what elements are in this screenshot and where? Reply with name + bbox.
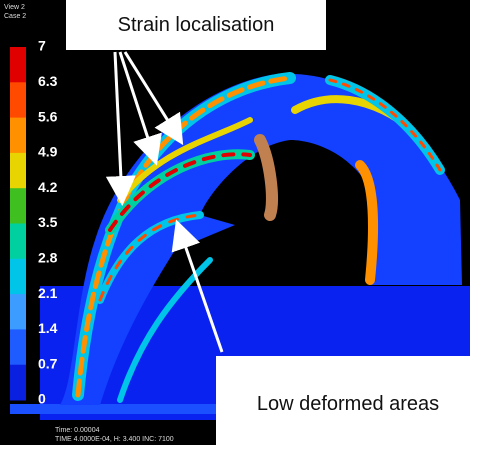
legend-label: 2.1 bbox=[38, 285, 58, 301]
legend-label: 0.7 bbox=[38, 355, 58, 371]
legend-label: 4.9 bbox=[38, 144, 58, 160]
legend-swatch bbox=[10, 258, 26, 295]
legend-swatch bbox=[10, 152, 26, 189]
legend-swatch bbox=[10, 47, 26, 83]
arrows bbox=[105, 51, 224, 353]
annotation-bottom: Low deformed areas bbox=[257, 393, 439, 415]
annotation-top: Strain localisation bbox=[118, 14, 275, 36]
legend-swatch bbox=[10, 117, 26, 154]
legend-label: 7 bbox=[38, 38, 46, 54]
legend-swatch bbox=[10, 364, 26, 401]
legend-swatch bbox=[10, 82, 26, 119]
annotation-box bbox=[216, 356, 480, 446]
legend-swatch bbox=[10, 294, 26, 330]
legend-swatch bbox=[10, 329, 26, 366]
legend-label: 1.4 bbox=[38, 320, 58, 336]
legend-label: 6.3 bbox=[38, 73, 58, 89]
legend-label: 3.5 bbox=[38, 214, 58, 230]
strain-bands bbox=[72, 72, 445, 403]
footer-time: Time: 0.00004 bbox=[55, 427, 100, 434]
legend-swatch bbox=[10, 188, 26, 224]
legend-label: 2.8 bbox=[38, 250, 58, 266]
annotation-box bbox=[66, 0, 326, 50]
header-case: Case 2 bbox=[4, 13, 26, 20]
legend-label: 5.6 bbox=[38, 108, 58, 124]
legend-label: 4.2 bbox=[38, 179, 58, 195]
legend-label: 0 bbox=[38, 391, 46, 407]
legend-swatch bbox=[10, 223, 26, 260]
header-view: View 2 bbox=[4, 4, 25, 11]
legend: 7 6.3 5.6 4.9 4.2 3.5 2.8 2.1 1.4 0.7 0 bbox=[10, 38, 58, 407]
footer-info: TIME 4.0000E-04, H: 3.400 INC: 7100 bbox=[55, 436, 174, 443]
